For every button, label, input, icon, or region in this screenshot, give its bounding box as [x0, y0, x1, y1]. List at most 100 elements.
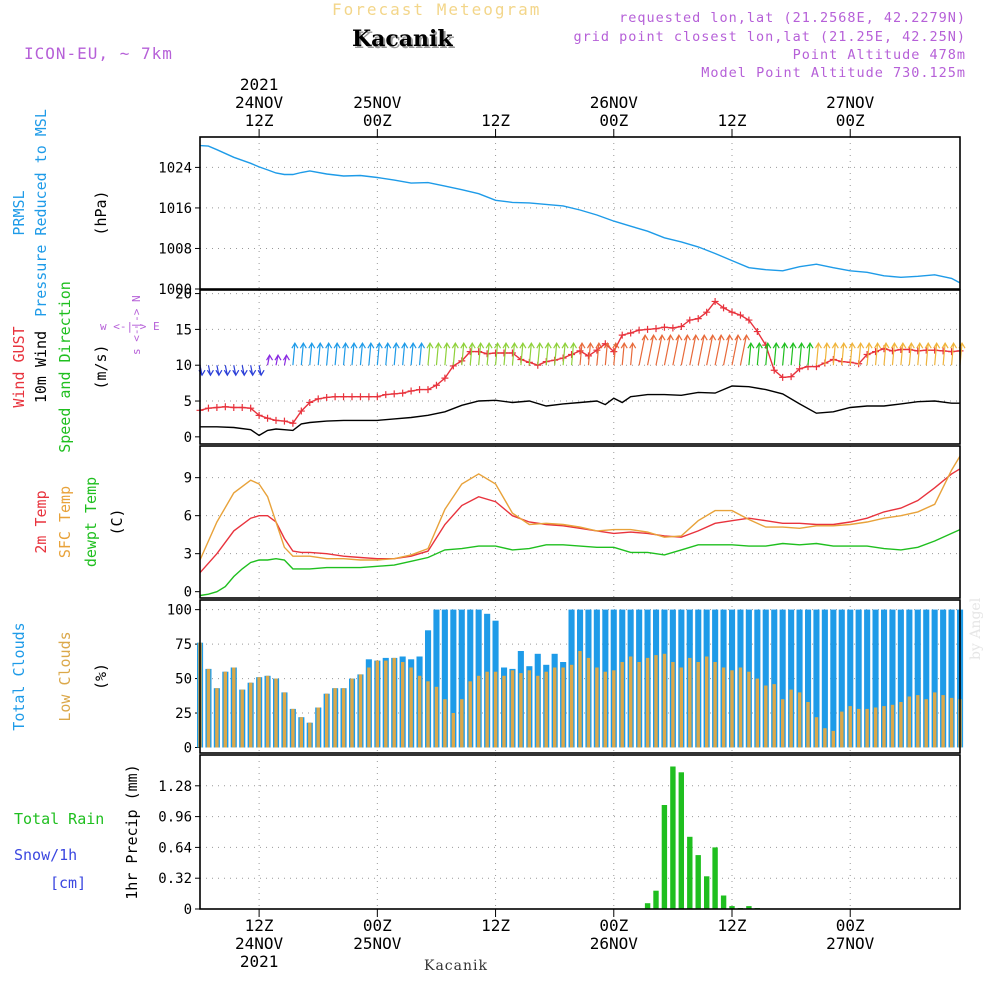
low-cloud-bar	[291, 708, 295, 748]
gust-point-marker	[660, 323, 668, 331]
bottom-time-label: 00Z	[599, 916, 628, 935]
total-cloud-bar	[914, 609, 921, 748]
gust-point-marker	[280, 417, 288, 425]
low-cloud-bar	[510, 670, 515, 748]
low-cloud-bar	[907, 696, 911, 748]
low-cloud-bar	[603, 671, 607, 748]
gust-point-marker	[931, 346, 939, 354]
gust-point-marker	[213, 403, 221, 411]
low-cloud-bar	[747, 671, 751, 748]
wind-direction-arrow	[223, 365, 231, 377]
low-cloud-bar	[595, 667, 599, 748]
gust-point-marker	[407, 387, 415, 395]
gust-point-marker	[576, 347, 584, 355]
grid-point-location: grid point closest lon,lat (21.25E, 42.2…	[573, 29, 966, 45]
series-line-sfc	[199, 455, 961, 561]
gust-point-marker	[340, 393, 348, 401]
low-cloud-bar	[873, 707, 878, 748]
low-cloud-bar	[755, 678, 759, 748]
gust-point-marker	[314, 395, 322, 403]
wind-direction-arrow	[646, 334, 658, 366]
gust-point-marker	[863, 350, 871, 358]
low-cloud-bar	[637, 662, 641, 748]
y-tick-label: 1000	[158, 282, 192, 298]
bottom-time-label: 00Z	[836, 916, 865, 935]
total-cloud-bar	[923, 609, 930, 748]
y-tick-label: 10	[175, 358, 192, 374]
gust-point-marker	[922, 346, 930, 354]
wind-direction-arrow	[544, 342, 552, 366]
top-time-label: 00Z	[599, 111, 628, 130]
low-cloud-bar	[417, 675, 422, 748]
low-cloud-bar	[586, 657, 591, 748]
wind-direction-arrow	[325, 342, 333, 366]
y-tick-label: 20	[175, 287, 192, 303]
total-cloud-bar	[450, 609, 457, 748]
low-cloud-bar	[789, 689, 793, 748]
gust-point-marker	[703, 308, 711, 316]
wind-direction-arrow	[434, 342, 442, 366]
y-tick-label: 75	[175, 637, 192, 653]
low-cloud-bar	[485, 671, 489, 748]
wind-direction-arrow	[291, 342, 299, 366]
wind-direction-arrow	[629, 342, 637, 366]
total-cloud-bar	[821, 609, 828, 748]
low-cloud-bar	[705, 656, 709, 748]
wind-direction-arrow	[722, 334, 734, 366]
low-cloud-bar	[679, 667, 683, 748]
rain-bar	[661, 805, 668, 909]
gust-point-marker	[711, 297, 719, 305]
low-cloud-bar	[848, 706, 852, 748]
rain-bar	[720, 895, 727, 909]
gust-point-marker	[593, 346, 601, 354]
wind-direction-arrow	[941, 342, 949, 366]
gust-point-marker	[796, 365, 804, 373]
gust-point-marker	[770, 366, 778, 374]
gust-point-marker	[753, 328, 761, 336]
wind-direction-arrow	[578, 342, 586, 366]
gust-point-marker	[255, 411, 263, 419]
total-cloud-bar	[771, 609, 778, 748]
low-cloud-bar	[384, 660, 388, 748]
low-cloud-bar	[401, 662, 405, 748]
low-cloud-bar	[426, 681, 430, 748]
wind-direction-arrow	[502, 342, 510, 366]
gust-point-marker	[230, 403, 238, 411]
legend-label: Wind GUST	[10, 326, 28, 407]
requested-location: requested lon,lat (21.2568E, 42.2279N)	[619, 10, 966, 26]
wind-direction-arrow	[814, 342, 822, 366]
total-cloud-bar	[889, 609, 896, 748]
wind-direction-arrow	[950, 342, 958, 366]
legend-label: Snow/1h	[14, 846, 77, 864]
gust-point-marker	[356, 393, 364, 401]
panel-frame	[199, 445, 961, 599]
wind-direction-arrow	[375, 342, 383, 366]
low-cloud-bar	[865, 708, 869, 748]
wind-direction-arrow	[418, 342, 426, 366]
wind-direction-arrow	[655, 334, 666, 366]
low-cloud-bar	[949, 697, 954, 748]
wind-direction-arrow	[772, 342, 780, 366]
series-line-wind	[200, 385, 960, 437]
low-cloud-bar	[831, 730, 835, 748]
wind-direction-arrow	[764, 342, 772, 366]
series-line-2m	[199, 468, 961, 574]
top-time-label: 25NOV	[353, 93, 402, 112]
wind-direction-arrow	[536, 342, 544, 366]
bottom-time-label: 12Z	[245, 916, 274, 935]
low-cloud-bar	[662, 653, 667, 748]
gust-point-marker	[390, 390, 398, 398]
total-cloud-bar	[762, 609, 769, 748]
wind-direction-arrow	[316, 342, 324, 366]
gust-point-marker	[466, 348, 474, 356]
wind-direction-arrow	[308, 342, 316, 366]
y-tick-label: 0	[184, 902, 192, 918]
low-cloud-bar	[375, 660, 379, 748]
total-cloud-bar	[830, 609, 837, 748]
gust-point-marker	[306, 398, 314, 406]
y-tick-label: 3	[184, 547, 192, 563]
top-time-label: 12Z	[481, 111, 510, 130]
low-cloud-bar	[282, 692, 287, 748]
total-cloud-bar	[441, 609, 448, 748]
wind-direction-arrow	[789, 342, 797, 366]
